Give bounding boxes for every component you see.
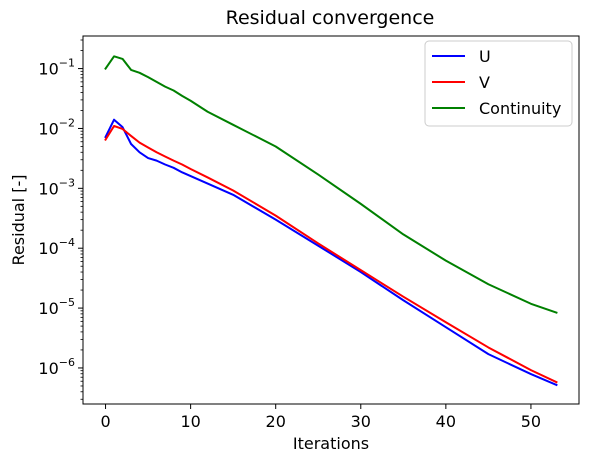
legend-label-continuity: Continuity	[479, 99, 561, 118]
y-tick-label: 10−4	[38, 236, 75, 258]
chart-marks	[104, 55, 558, 387]
x-axis-label: Iterations	[293, 434, 369, 453]
series-line-continuity	[104, 55, 558, 314]
y-tick-label: 10−6	[38, 356, 75, 378]
chart-title: Residual convergence	[226, 7, 435, 29]
y-tick-label: 10−2	[38, 116, 75, 138]
y-tick-label: 10−3	[38, 176, 75, 198]
series-line-v	[104, 124, 558, 384]
legend-label-u: U	[479, 47, 491, 66]
x-tick-label: 20	[266, 412, 286, 431]
legend: UV Continuity	[424, 40, 573, 127]
x-tick-label: 10	[180, 412, 200, 431]
axis-ticks: 0 10 20 30 40 50 10−6 10−5 10−4 10−3 10−2 10−1	[38, 39, 541, 431]
y-tick-label: 10−1	[38, 57, 75, 79]
x-tick-label: 40	[436, 412, 456, 431]
series-line-u	[104, 118, 558, 387]
y-axis-label: Residual [-]	[9, 175, 28, 266]
legend-label-v: V	[479, 73, 490, 92]
legend-box	[424, 40, 573, 127]
x-tick-label: 30	[351, 412, 371, 431]
x-tick-label: 50	[521, 412, 541, 431]
y-tick-label: 10−5	[38, 296, 75, 318]
x-tick-label: 0	[100, 412, 110, 431]
